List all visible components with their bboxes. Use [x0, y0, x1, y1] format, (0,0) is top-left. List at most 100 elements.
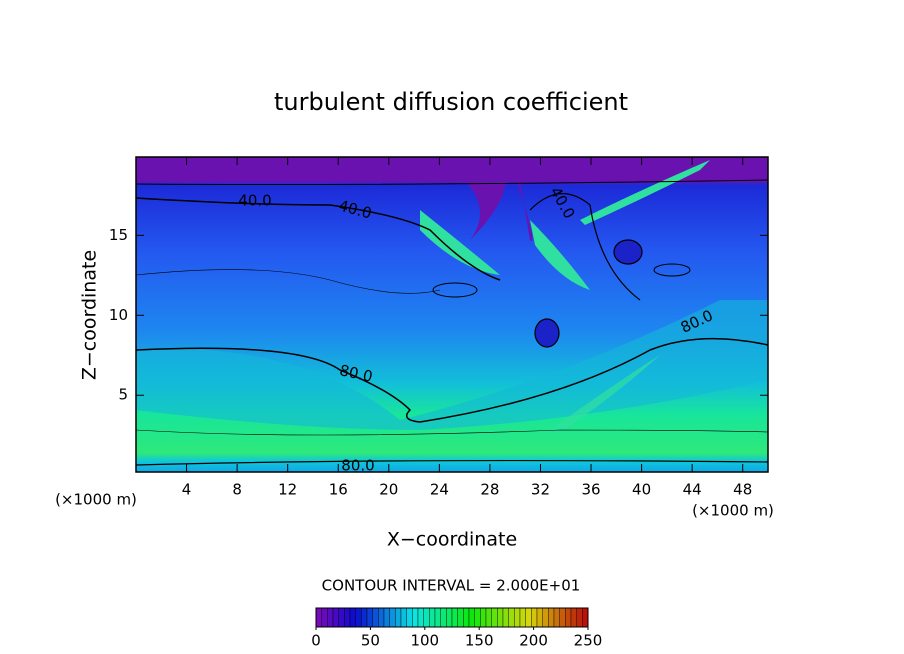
colorbar-tick-label: 250 — [574, 632, 603, 650]
contour-label: 80.0 — [341, 457, 374, 475]
x-tick-label: 24 — [430, 481, 449, 499]
colorbar-segment — [559, 607, 566, 628]
contours — [135, 179, 769, 466]
colorbar-segment — [497, 607, 504, 628]
colorbar-segment — [389, 607, 396, 628]
colorbar-segment — [400, 607, 407, 628]
colorbar-segment — [565, 607, 572, 628]
colorbar-segment — [440, 607, 447, 628]
contour-label: 40.0 — [238, 192, 271, 210]
colorbar-segment — [383, 607, 390, 628]
x-tick-label: 12 — [278, 481, 297, 499]
colorbar-segment — [355, 607, 362, 628]
x-tick-label: 44 — [683, 481, 702, 499]
colorbar-tick-label: 0 — [311, 632, 321, 650]
y-axis-label: Z−coordinate — [79, 250, 101, 380]
colorbar-segment — [536, 607, 543, 628]
field — [136, 157, 768, 472]
colorbar-segment — [315, 607, 322, 628]
y-tick-label: 10 — [109, 306, 128, 324]
colorbar-segment — [446, 607, 453, 628]
colorbar-segment — [553, 607, 560, 628]
colorbar-segment — [531, 607, 538, 628]
field-region — [614, 240, 642, 264]
y-unit-label: (×1000 m) — [55, 491, 137, 509]
colorbar-segment — [491, 607, 498, 628]
x-tick-label: 16 — [329, 481, 348, 499]
field-region — [535, 319, 559, 347]
colorbar-tick-label: 50 — [361, 632, 380, 650]
colorbar-segment — [321, 607, 328, 628]
y-tick-label: 5 — [118, 386, 128, 404]
x-tick-label: 32 — [531, 481, 550, 499]
contour-line — [135, 197, 501, 281]
y-tick-label: 15 — [109, 226, 128, 244]
colorbar-frame — [315, 607, 589, 628]
x-tick-label: 40 — [632, 481, 651, 499]
contour-line — [653, 263, 691, 277]
chart-title: turbulent diffusion coefficient — [274, 88, 628, 116]
colorbar-segment — [548, 607, 555, 628]
colorbar-segment — [519, 607, 526, 628]
contour-line — [529, 193, 641, 301]
x-tick-label: 48 — [733, 481, 752, 499]
colorbar-segment — [372, 607, 379, 628]
x-tick-label: 4 — [182, 481, 192, 499]
colorbar-segment — [570, 607, 577, 628]
colorbar-segment — [417, 607, 424, 628]
colorbar-segment — [485, 607, 492, 628]
contour-line — [135, 337, 769, 423]
contour-line — [613, 239, 643, 265]
colorbar-segment — [468, 607, 475, 628]
contour-line — [135, 459, 769, 466]
colorbar-segment — [344, 607, 351, 628]
field-region — [550, 355, 660, 432]
colorbar-segment — [542, 607, 549, 628]
colorbar-segment — [423, 607, 430, 628]
colorbar-segment — [480, 607, 487, 628]
field-region — [420, 210, 500, 275]
colorbar-segment — [412, 607, 419, 628]
colorbar-segment — [349, 607, 356, 628]
x-tick-label: 28 — [480, 481, 499, 499]
colorbar-segment — [378, 607, 385, 628]
colorbar-segment — [434, 607, 441, 628]
contour-line — [135, 179, 769, 185]
x-tick-label: 8 — [232, 481, 242, 499]
colorbar-segment — [361, 607, 368, 628]
colorbar-segment — [332, 607, 339, 628]
colorbar-segment — [457, 607, 464, 628]
colorbar-segment — [474, 607, 481, 628]
colorbar-segment — [508, 607, 515, 628]
field-region — [580, 160, 710, 225]
colorbar-tick-label: 150 — [465, 632, 494, 650]
contour-line — [135, 269, 441, 294]
field-region — [530, 220, 590, 290]
colorbar-tick-label: 100 — [410, 632, 439, 650]
colorbar-segment — [366, 607, 373, 628]
x-axis-label: X−coordinate — [387, 529, 517, 551]
colorbar-segment — [463, 607, 470, 628]
colorbar-segment — [502, 607, 509, 628]
colorbar-segment — [395, 607, 402, 628]
contour-interval: CONTOUR INTERVAL = 2.000E+01 — [322, 577, 581, 595]
colorbar-segment — [514, 607, 521, 628]
colorbar-segment — [451, 607, 458, 628]
field-region — [440, 160, 533, 241]
colorbar-segment — [338, 607, 345, 628]
x-tick-label: 36 — [581, 481, 600, 499]
x-tick-label: 20 — [379, 481, 398, 499]
contour-line — [135, 429, 769, 436]
contour-line — [534, 318, 560, 348]
colorbar-segment — [429, 607, 436, 628]
x-unit-label: (×1000 m) — [692, 502, 774, 520]
colorbar-segment — [327, 607, 334, 628]
colorbar-segment — [406, 607, 413, 628]
plot-frame — [135, 156, 769, 473]
colorbar-segment — [576, 607, 583, 628]
field-region — [136, 300, 768, 430]
colorbar-tick-label: 200 — [519, 632, 548, 650]
colorbar-segment — [525, 607, 532, 628]
